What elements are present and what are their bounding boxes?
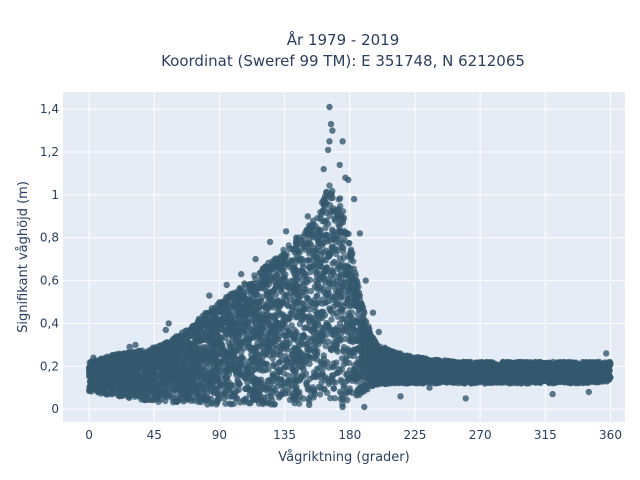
- data-point: [283, 346, 290, 353]
- data-point: [325, 338, 332, 345]
- data-point: [305, 395, 312, 403]
- data-point: [228, 393, 235, 400]
- data-point: [245, 323, 252, 330]
- data-point: [273, 272, 281, 280]
- data-point: [340, 315, 347, 322]
- data-point: [337, 268, 345, 276]
- data-point: [353, 277, 360, 284]
- chart-title-line-2: Koordinat (Sweref 99 TM): E 351748, N 62…: [161, 52, 525, 70]
- chart-title-line-1: År 1979 - 2019: [287, 30, 400, 49]
- data-point: [225, 386, 233, 393]
- data-point: [330, 385, 337, 392]
- data-point: [316, 391, 324, 398]
- data-point: [236, 285, 244, 292]
- data-point: [187, 389, 194, 396]
- data-point: [287, 310, 294, 317]
- data-point: [339, 248, 347, 255]
- data-point: [347, 265, 354, 272]
- data-point: [267, 379, 275, 387]
- data-point: [276, 392, 284, 400]
- data-point: [325, 298, 332, 305]
- data-point: [223, 381, 231, 389]
- data-point: [326, 201, 334, 209]
- data-point: [233, 310, 240, 317]
- data-point: [296, 320, 304, 328]
- data-point: [304, 257, 311, 264]
- data-point: [331, 395, 339, 402]
- data-point: [281, 370, 288, 377]
- data-point: [296, 363, 303, 370]
- data-point: [319, 314, 326, 322]
- data-point: [326, 280, 333, 287]
- data-point: [307, 287, 315, 295]
- data-point: [234, 361, 242, 368]
- data-point: [312, 247, 320, 255]
- data-point: [333, 309, 340, 316]
- data-points: [85, 103, 614, 411]
- data-point: [313, 356, 320, 363]
- data-point: [314, 310, 321, 317]
- data-point: [278, 357, 286, 364]
- data-point: [314, 292, 321, 299]
- data-point: [278, 376, 285, 383]
- data-point: [317, 287, 324, 294]
- data-point: [282, 363, 289, 370]
- data-point: [222, 400, 229, 407]
- data-point: [335, 221, 342, 229]
- data-point: [336, 195, 344, 202]
